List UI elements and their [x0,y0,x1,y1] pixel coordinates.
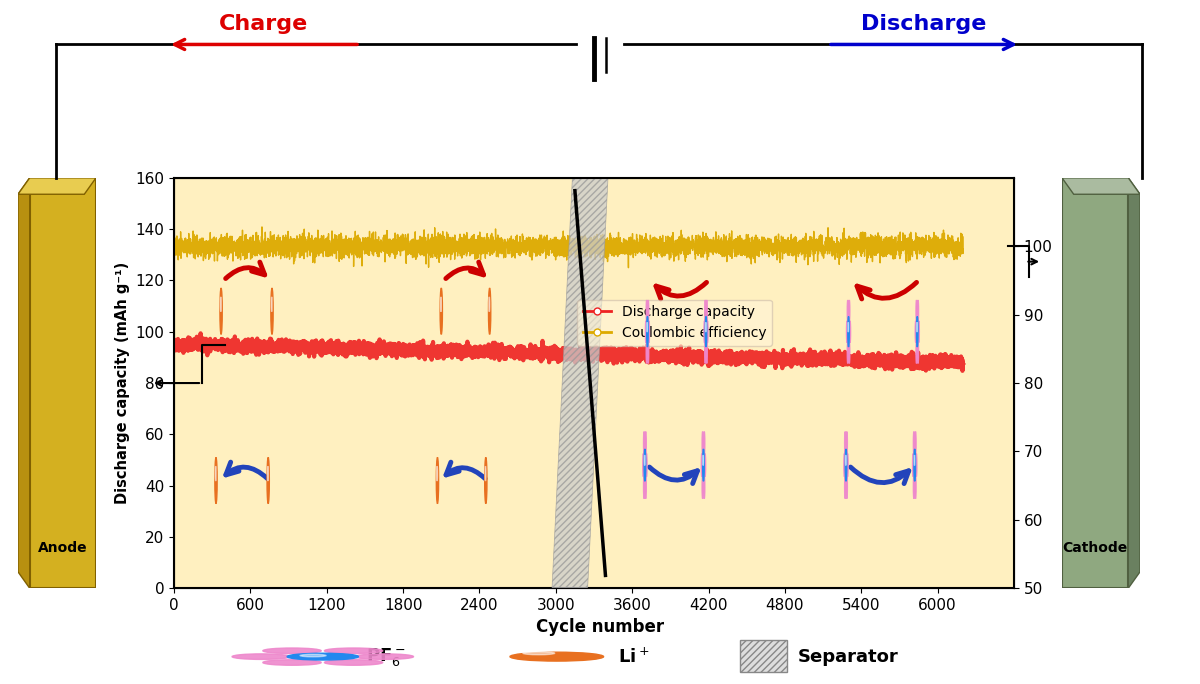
Circle shape [215,458,217,503]
Circle shape [917,317,918,347]
X-axis label: Cycle number: Cycle number [530,618,658,637]
Circle shape [324,660,383,666]
Circle shape [287,653,359,660]
Circle shape [437,458,439,503]
Circle shape [847,317,850,347]
Text: Cathode: Cathode [1062,542,1127,555]
Text: Discharge: Discharge [862,14,986,34]
Circle shape [706,317,707,347]
Circle shape [644,449,646,482]
Circle shape [523,652,554,655]
Circle shape [488,288,491,334]
Text: Cycle number: Cycle number [536,618,664,635]
Circle shape [647,317,648,347]
Text: PF$_6^-$: PF$_6^-$ [366,646,406,668]
Circle shape [440,288,443,334]
Circle shape [268,458,269,503]
Circle shape [263,660,322,666]
Text: Separator: Separator [798,648,899,666]
Circle shape [914,449,916,482]
Circle shape [271,288,274,334]
Text: Charge: Charge [220,14,308,34]
Y-axis label: Discharge capacity (mAh g⁻¹): Discharge capacity (mAh g⁻¹) [115,262,130,504]
Polygon shape [18,178,96,194]
Circle shape [220,288,222,334]
Circle shape [263,648,322,653]
Y-axis label: Coulombic efficiency (%): Coulombic efficiency (%) [1062,281,1078,485]
Bar [740,640,787,672]
Polygon shape [552,178,608,588]
Text: Anode: Anode [38,542,88,555]
Circle shape [300,655,326,657]
Circle shape [510,653,604,661]
Polygon shape [30,178,96,588]
Circle shape [324,648,383,653]
Circle shape [485,458,487,503]
Circle shape [355,654,414,659]
Circle shape [845,449,847,482]
Legend: Discharge capacity, Coulombic efficiency: Discharge capacity, Coulombic efficiency [577,300,772,345]
Polygon shape [1062,178,1140,194]
Circle shape [232,654,290,659]
Circle shape [703,449,704,482]
Polygon shape [1062,178,1128,588]
Polygon shape [1128,178,1140,588]
Text: Li$^+$: Li$^+$ [618,647,649,666]
Polygon shape [18,178,30,588]
